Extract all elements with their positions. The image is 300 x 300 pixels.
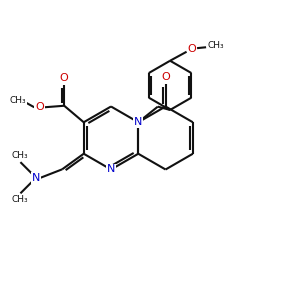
Text: CH₃: CH₃ (9, 96, 26, 105)
Text: CH₃: CH₃ (11, 151, 28, 160)
Text: O: O (188, 44, 196, 54)
Text: N: N (32, 173, 40, 183)
Text: N: N (134, 117, 142, 127)
Text: O: O (60, 73, 69, 83)
Text: O: O (35, 102, 44, 112)
Text: N: N (107, 164, 115, 175)
Text: O: O (161, 72, 170, 82)
Text: CH₃: CH₃ (11, 196, 28, 205)
Text: CH₃: CH₃ (207, 41, 224, 50)
